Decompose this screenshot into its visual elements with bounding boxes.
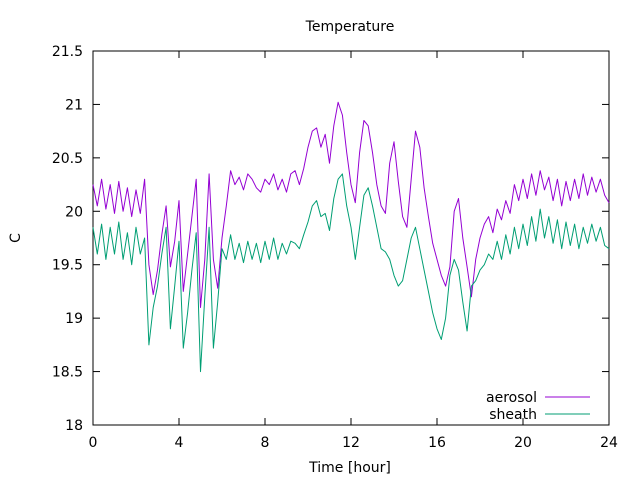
x-tick-label: 4 [175, 435, 184, 451]
y-tick-label: 21.5 [52, 44, 83, 60]
y-tick-label: 19.5 [52, 258, 83, 274]
legend-label-aerosol: aerosol [486, 390, 537, 406]
y-tick-label: 21 [65, 97, 83, 113]
x-axis-title: Time [hour] [308, 460, 391, 476]
y-tick-label: 19 [65, 311, 83, 327]
x-tick-label: 8 [261, 435, 270, 451]
y-tick-label: 20.5 [52, 151, 83, 167]
x-tick-label: 12 [342, 435, 360, 451]
x-tick-label: 0 [89, 435, 98, 451]
data-series [92, 101, 610, 373]
y-axis-title: C [8, 233, 24, 243]
axis-ticks: 0 4 8 12 16 20 24 18 18.5 19 19.5 20 20.5 21 21.5 [52, 44, 618, 451]
series-line-sheath [92, 173, 610, 373]
y-tick-label: 18.5 [52, 365, 83, 381]
chart-title: Temperature [305, 19, 395, 35]
x-tick-label: 20 [514, 435, 532, 451]
x-tick-label: 16 [428, 435, 446, 451]
y-tick-label: 18 [65, 418, 83, 434]
legend-label-sheath: sheath [489, 407, 537, 423]
y-tick-label: 20 [65, 204, 83, 220]
x-tick-label: 24 [600, 435, 618, 451]
plot-area-border [92, 50, 610, 426]
series-line-aerosol [92, 101, 610, 308]
